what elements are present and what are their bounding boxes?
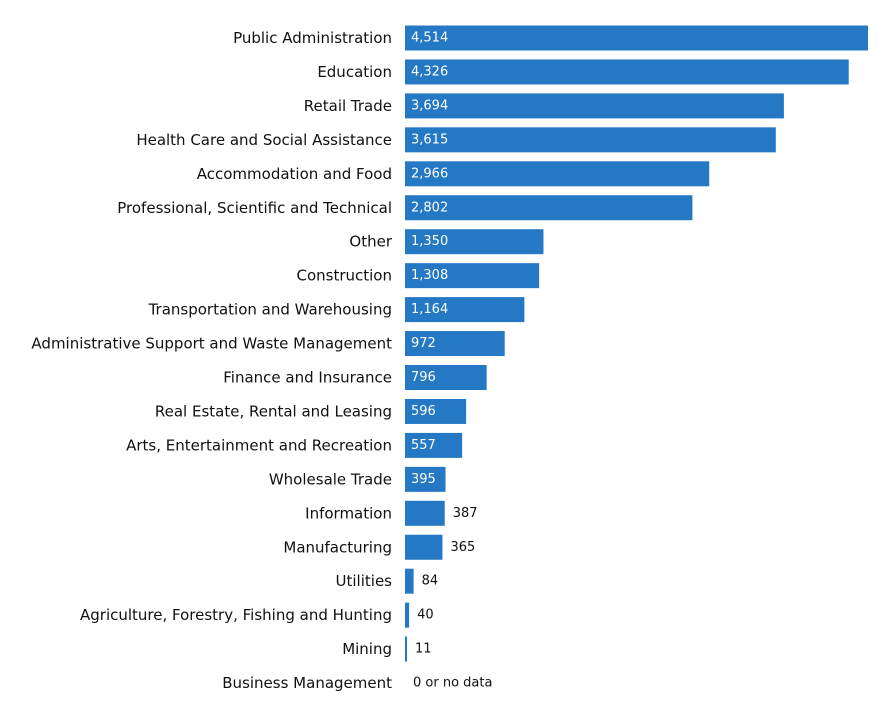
data-label: 1,308 [411, 268, 448, 283]
data-label: 4,326 [411, 64, 448, 79]
data-label: 3,694 [411, 98, 448, 113]
data-label: 11 [415, 642, 432, 657]
data-label: 395 [411, 472, 436, 487]
data-label: 2,966 [411, 166, 448, 181]
category-label: Construction [296, 267, 392, 285]
category-label: Education [317, 63, 392, 81]
category-label: Transportation and Warehousing [148, 301, 392, 319]
category-label: Health Care and Social Assistance [136, 131, 392, 149]
bar [405, 297, 525, 323]
bar [405, 568, 414, 594]
category-label: Finance and Insurance [223, 369, 392, 387]
bar [405, 398, 467, 424]
bar [405, 93, 784, 119]
bar [405, 331, 505, 357]
data-label: 3,615 [411, 132, 448, 147]
value-labels-group: 4,514 4,326 3,694 3,615 2,966 2,802 1,350 1,308… [411, 31, 492, 691]
data-label: 2,802 [411, 200, 448, 215]
data-label: 596 [411, 404, 436, 419]
data-label: 1,164 [411, 302, 448, 317]
data-label: 972 [411, 336, 436, 351]
bar [405, 602, 410, 628]
bar [405, 127, 776, 153]
category-label: Business Management [222, 674, 392, 692]
category-label: Administrative Support and Waste Managem… [31, 335, 392, 353]
category-label: Professional, Scientific and Technical [117, 199, 392, 217]
data-label: 40 [417, 608, 434, 623]
data-label: 557 [411, 438, 436, 453]
bar [405, 500, 445, 526]
bar [405, 432, 463, 458]
data-label: 4,514 [411, 31, 448, 46]
data-label: 796 [411, 370, 436, 385]
bar [405, 263, 540, 289]
bar [405, 365, 487, 390]
category-label: Information [305, 504, 392, 522]
bars-group [405, 25, 868, 662]
category-label: Public Administration [233, 29, 392, 47]
bar [405, 25, 868, 51]
bar [405, 195, 693, 221]
data-label: 1,350 [411, 234, 448, 249]
category-label: Agriculture, Forestry, Fishing and Hunti… [80, 606, 392, 624]
bar [405, 229, 544, 255]
category-label: Accommodation and Food [197, 165, 392, 183]
data-label: 0 or no data [413, 676, 492, 691]
category-label: Wholesale Trade [269, 470, 392, 488]
data-label: 387 [453, 506, 478, 521]
category-label: Retail Trade [304, 97, 392, 115]
bar [405, 534, 443, 560]
data-label: 365 [450, 540, 475, 555]
category-label: Utilities [336, 572, 393, 590]
category-label: Real Estate, Rental and Leasing [155, 402, 392, 420]
category-labels-group: Public Administration Education Retail Tra… [31, 29, 392, 692]
bar [405, 466, 446, 492]
bar [405, 59, 849, 85]
category-label: Mining [342, 640, 392, 658]
category-label: Manufacturing [283, 538, 392, 556]
category-label: Other [349, 233, 392, 251]
data-label: 84 [422, 574, 439, 589]
bar [405, 636, 407, 662]
bar [405, 161, 710, 187]
category-label: Arts, Entertainment and Recreation [126, 436, 392, 454]
